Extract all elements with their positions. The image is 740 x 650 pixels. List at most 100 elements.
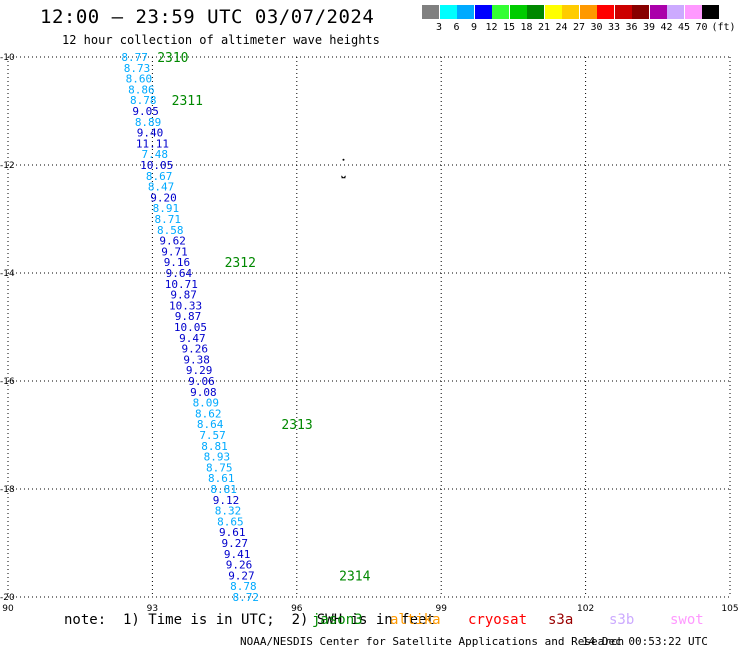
legend-swatch xyxy=(562,5,579,19)
wave-height-label: 9.20 xyxy=(150,191,177,204)
wave-height-label: 9.64 xyxy=(166,267,193,280)
wave-height-label: 9.87 xyxy=(170,289,197,302)
legend-swatch xyxy=(614,5,632,19)
wave-height-label: 9.61 xyxy=(219,526,246,539)
satellite-label-cryosat: cryosat xyxy=(468,612,528,628)
legend-tick-label: 39 xyxy=(642,22,656,33)
legend-tick-label: 12 xyxy=(485,22,498,33)
legend-unit-label: (ft) xyxy=(711,22,736,33)
outlier-mark xyxy=(341,175,346,179)
wave-height-label: 9.41 xyxy=(224,548,251,561)
wave-height-label: 9.27 xyxy=(221,537,248,550)
legend-tick-label: 27 xyxy=(572,22,586,33)
wave-height-label: 9.62 xyxy=(159,235,186,248)
wave-height-label: 8.65 xyxy=(217,515,244,528)
lat-tick-label: -10 xyxy=(0,53,15,63)
wave-height-label: 9.06 xyxy=(188,375,215,388)
wave-height-label: 9.38 xyxy=(183,353,210,366)
track-time-label: 2314 xyxy=(339,569,370,584)
legend-tick-label: 3 xyxy=(435,22,443,33)
track-time-label: 2310 xyxy=(157,51,188,66)
page-title: 12:00 – 23:59 UTC 03/07/2024 xyxy=(40,6,375,28)
wave-height-label: 8.86 xyxy=(128,83,155,96)
legend-swatch xyxy=(579,5,597,19)
legend-swatch xyxy=(544,5,562,19)
legend-swatch xyxy=(457,5,474,19)
lat-tick-label: -14 xyxy=(0,269,15,279)
legend-tick-label: 45 xyxy=(677,22,691,33)
wave-height-label: 8.75 xyxy=(206,461,233,474)
wave-height-label: 9.26 xyxy=(182,343,209,356)
lat-tick-label: -16 xyxy=(0,377,15,387)
wave-height-label: 8.32 xyxy=(215,505,242,518)
legend-tick-label: 6 xyxy=(453,22,460,33)
page-subtitle: 12 hour collection of altimeter wave hei… xyxy=(62,33,380,47)
legend-swatch xyxy=(422,5,439,19)
lat-tick-label: -18 xyxy=(0,485,15,495)
wave-height-label: 9.29 xyxy=(186,364,213,377)
wave-height-label: 9.27 xyxy=(228,569,255,582)
wave-height-label: 9.87 xyxy=(175,310,202,323)
wave-height-label: 8.67 xyxy=(146,170,173,183)
credit-line: NOAA/NESDIS Center for Satellite Applica… xyxy=(240,635,625,648)
wave-height-label: 8.77 xyxy=(121,51,148,64)
wave-height-label: 8.61 xyxy=(208,472,235,485)
wave-height-label: 9.05 xyxy=(132,105,159,118)
satellite-label-s3b: s3b xyxy=(609,612,635,628)
legend-swatch xyxy=(527,5,544,19)
legend-tick-label: 24 xyxy=(555,22,568,33)
wave-height-label: 8.60 xyxy=(126,73,153,86)
legend-tick-label: 18 xyxy=(520,22,533,33)
wave-height-label: 8.89 xyxy=(135,116,162,129)
lon-tick-label: 105 xyxy=(721,604,738,614)
wave-height-label: 8.81 xyxy=(201,440,228,453)
legend-swatch xyxy=(649,5,667,19)
satellite-label-s3a: s3a xyxy=(548,612,574,628)
lon-tick-label: 90 xyxy=(2,604,14,614)
generated-timestamp: 14 Dec 00:53:22 UTC 2024 xyxy=(582,635,708,650)
legend-tick-label: 9 xyxy=(470,22,478,33)
lat-tick-label: -20 xyxy=(0,593,15,603)
wave-height-label: 10.33 xyxy=(169,299,202,312)
legend-swatch xyxy=(439,5,457,19)
lon-tick-label: 99 xyxy=(435,604,447,614)
legend-swatch xyxy=(509,5,527,19)
outlier-dot xyxy=(342,158,345,161)
wave-height-label: 10.05 xyxy=(174,321,207,334)
legend-tick-label: 15 xyxy=(502,22,516,33)
legend-swatch xyxy=(684,5,702,19)
wave-height-label: 7.48 xyxy=(142,148,169,161)
legend-swatch xyxy=(632,5,649,19)
wave-height-label: 8.91 xyxy=(153,202,180,215)
wave-height-label: 9.12 xyxy=(213,494,240,507)
wave-height-label: 8.62 xyxy=(195,407,222,420)
wave-height-label: 8.09 xyxy=(193,397,220,410)
satellite-label-jason3: jason3 xyxy=(312,612,363,628)
wave-height-label: 8.78 xyxy=(130,94,157,107)
legend-tick-label: 21 xyxy=(537,22,551,33)
wave-height-label: 8.64 xyxy=(197,418,224,431)
wave-height-label: 8.58 xyxy=(157,224,184,237)
wave-height-label: 9.47 xyxy=(179,332,206,345)
legend-swatch xyxy=(667,5,684,19)
legend-swatch xyxy=(597,5,614,19)
track-time-label: 2312 xyxy=(225,256,256,271)
legend-tick-label: 30 xyxy=(590,22,603,33)
legend-tick-label: 42 xyxy=(660,22,673,33)
satellite-label-altika: altika xyxy=(390,612,441,628)
wave-height-label: 8.81 xyxy=(210,483,237,496)
wave-height-label: 9.26 xyxy=(226,559,253,572)
wave-height-label: 9.16 xyxy=(164,256,191,269)
wave-height-label: 11.11 xyxy=(136,137,169,150)
wave-height-label: 10.71 xyxy=(165,278,198,291)
wave-height-label: 9.08 xyxy=(190,386,217,399)
legend-swatch xyxy=(492,5,509,19)
wave-height-label: 8.73 xyxy=(124,62,151,75)
legend-tick-label: 36 xyxy=(625,22,638,33)
satellite-label-swot: swot xyxy=(670,612,704,628)
wave-height-label: 8.78 xyxy=(230,580,257,593)
wave-height-label: 8.72 xyxy=(233,591,260,604)
track-time-label: 2313 xyxy=(281,418,312,433)
lon-tick-label: 96 xyxy=(291,604,303,614)
wave-height-label: 10.05 xyxy=(140,159,173,172)
